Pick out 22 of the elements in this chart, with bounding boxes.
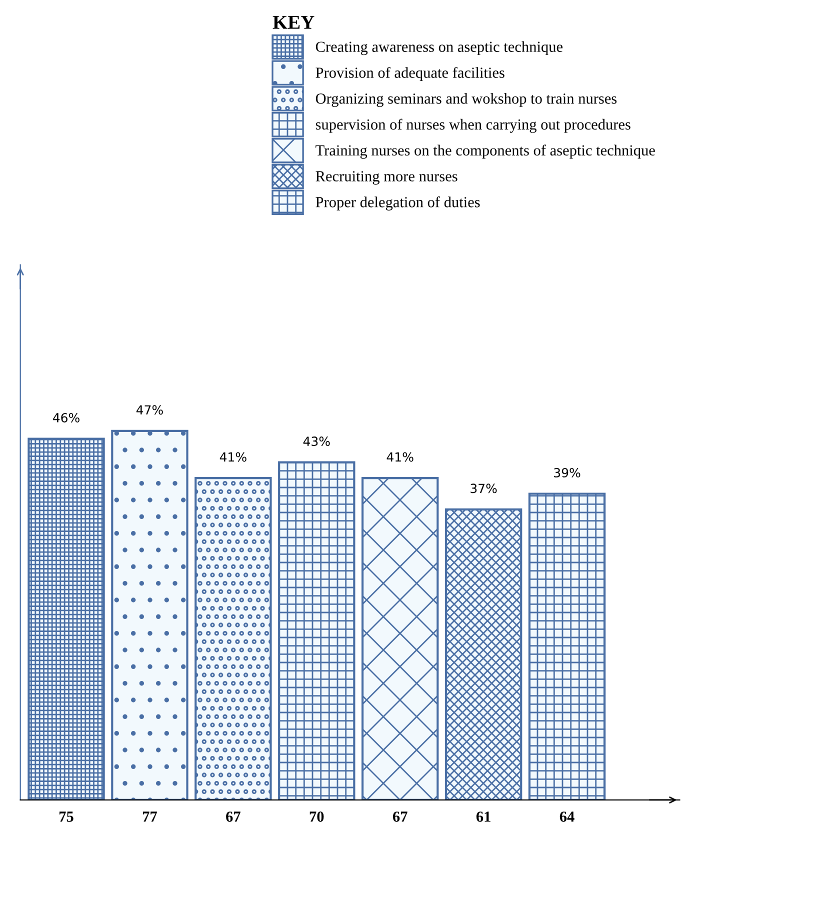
legend-label: supervision of nurses when carrying out procedures bbox=[316, 118, 630, 133]
data-label: 37% bbox=[470, 484, 497, 494]
legend-title: KEY bbox=[272, 16, 314, 29]
data-label: 39% bbox=[554, 468, 580, 478]
x-tick-label: 64 bbox=[560, 812, 574, 822]
data-label: 46% bbox=[52, 413, 80, 422]
data-label: 41% bbox=[220, 452, 246, 462]
x-tick-label: 67 bbox=[226, 812, 240, 822]
data-label: 43% bbox=[303, 436, 330, 446]
legend-label: Provision of adequate facilities bbox=[316, 66, 504, 81]
legend-label: Proper delegation of duties bbox=[316, 196, 480, 210]
x-tick-label: 67 bbox=[392, 812, 408, 822]
data-label: 47% bbox=[136, 405, 163, 415]
legend-label: Organizing seminars and wokshop to train nurses bbox=[316, 93, 617, 107]
legend-label: Recruiting more nurses bbox=[316, 171, 458, 185]
x-tick-label: 75 bbox=[59, 812, 74, 822]
x-tick-label: 70 bbox=[310, 812, 324, 822]
legend-label: Creating awareness on aseptic technique bbox=[316, 41, 563, 56]
x-tick-label: 77 bbox=[142, 812, 157, 822]
data-label: 41% bbox=[386, 452, 414, 462]
legend-label: Training nurses on the components of aseptic technique bbox=[316, 144, 655, 159]
x-tick-label: 61 bbox=[476, 812, 490, 822]
